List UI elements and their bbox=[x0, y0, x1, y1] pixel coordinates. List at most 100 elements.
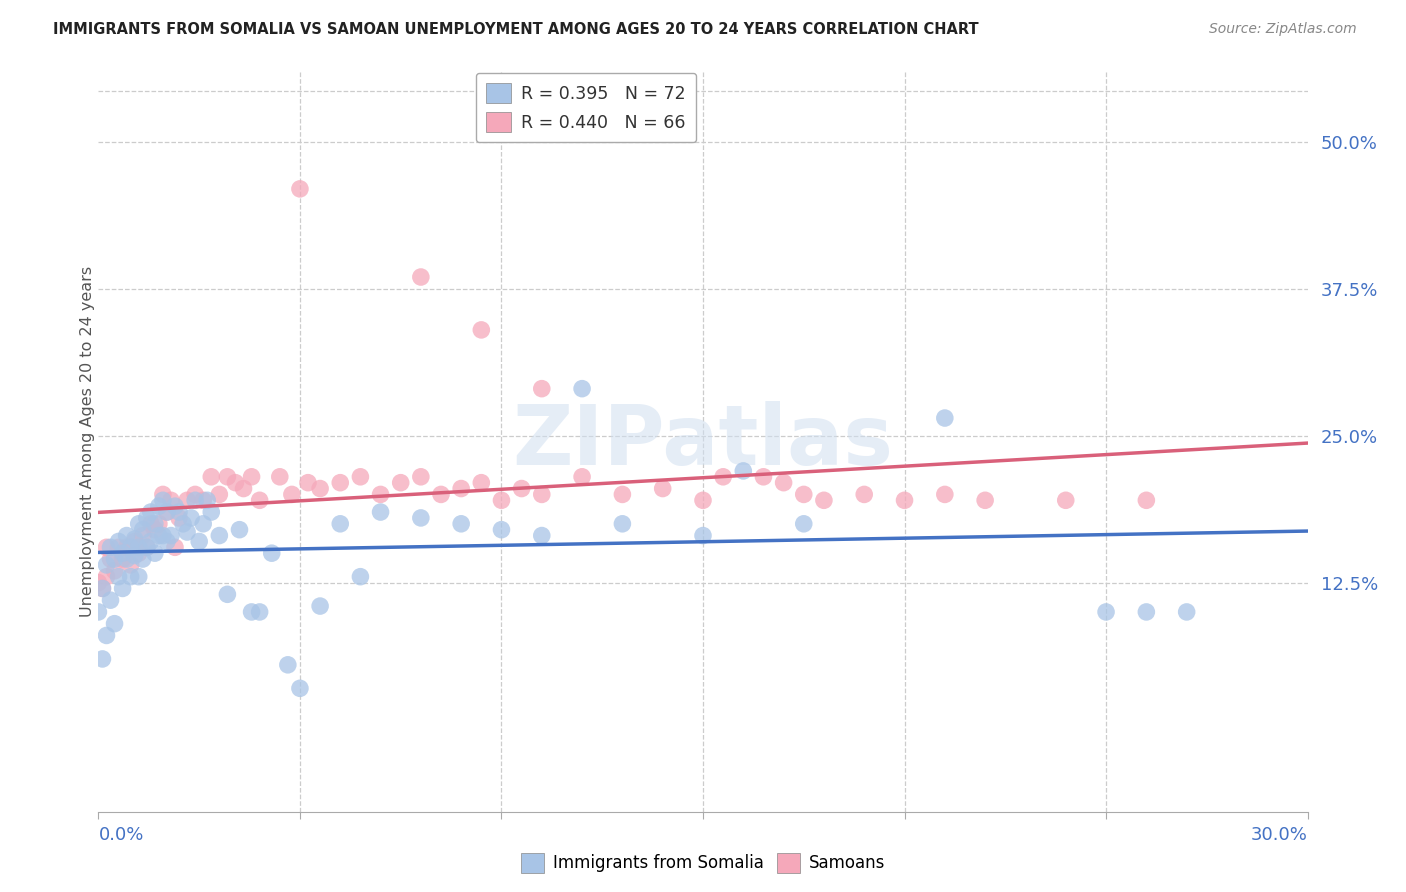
Point bbox=[128, 546, 150, 560]
Point bbox=[752, 470, 775, 484]
Point bbox=[530, 382, 553, 396]
Point bbox=[370, 505, 392, 519]
Text: 0.0%: 0.0% bbox=[98, 826, 143, 844]
Point bbox=[232, 482, 254, 496]
Point bbox=[733, 464, 755, 478]
Point bbox=[128, 570, 150, 584]
Point bbox=[156, 534, 179, 549]
Point bbox=[240, 605, 263, 619]
Point bbox=[96, 558, 118, 572]
Point bbox=[120, 558, 142, 572]
Point bbox=[470, 475, 492, 490]
Point bbox=[450, 516, 472, 531]
Point bbox=[200, 505, 222, 519]
Point bbox=[156, 505, 179, 519]
Point bbox=[128, 541, 150, 555]
Point bbox=[217, 587, 239, 601]
Point bbox=[1054, 493, 1077, 508]
Point bbox=[176, 493, 198, 508]
Point bbox=[974, 493, 997, 508]
Point bbox=[96, 570, 118, 584]
Point bbox=[184, 487, 207, 501]
Point bbox=[176, 524, 198, 539]
Point bbox=[329, 475, 352, 490]
Point bbox=[91, 582, 114, 596]
Point bbox=[269, 470, 291, 484]
Point bbox=[260, 546, 283, 560]
Point bbox=[103, 552, 125, 566]
Point bbox=[132, 528, 155, 542]
Point bbox=[772, 475, 794, 490]
Point bbox=[651, 482, 673, 496]
Point bbox=[120, 541, 142, 555]
Point bbox=[172, 516, 194, 531]
Point bbox=[111, 552, 134, 566]
Point bbox=[200, 470, 222, 484]
Point bbox=[309, 482, 332, 496]
Point bbox=[100, 593, 122, 607]
Point bbox=[148, 528, 170, 542]
Point bbox=[160, 493, 183, 508]
Point bbox=[224, 475, 246, 490]
Point bbox=[1135, 493, 1157, 508]
Point bbox=[240, 470, 263, 484]
Point bbox=[470, 323, 492, 337]
Point bbox=[1135, 605, 1157, 619]
Point bbox=[152, 528, 174, 542]
Point bbox=[571, 382, 593, 396]
Point bbox=[491, 493, 513, 508]
Point bbox=[349, 470, 371, 484]
Point bbox=[107, 534, 129, 549]
Point bbox=[135, 541, 157, 555]
Point bbox=[530, 528, 553, 542]
Point bbox=[148, 516, 170, 531]
Point bbox=[430, 487, 453, 501]
Point bbox=[217, 470, 239, 484]
Point bbox=[100, 552, 122, 566]
Point bbox=[1095, 605, 1118, 619]
Point bbox=[135, 541, 157, 555]
Point bbox=[793, 487, 815, 501]
Point bbox=[389, 475, 412, 490]
Point bbox=[163, 499, 186, 513]
Point bbox=[132, 552, 155, 566]
Point bbox=[571, 470, 593, 484]
Point bbox=[491, 523, 513, 537]
Point bbox=[934, 411, 956, 425]
Point bbox=[163, 541, 186, 555]
Point bbox=[692, 528, 714, 542]
Point bbox=[143, 523, 166, 537]
Point bbox=[249, 605, 271, 619]
Point bbox=[309, 599, 332, 613]
Point bbox=[1175, 605, 1198, 619]
Point bbox=[128, 516, 150, 531]
Point bbox=[87, 605, 110, 619]
Point bbox=[277, 657, 299, 672]
Point bbox=[409, 511, 432, 525]
Point bbox=[139, 516, 162, 531]
Point bbox=[156, 505, 179, 519]
Point bbox=[349, 570, 371, 584]
Point bbox=[370, 487, 392, 501]
Point bbox=[124, 549, 146, 563]
Point bbox=[91, 582, 114, 596]
Point bbox=[195, 493, 218, 508]
Point bbox=[143, 516, 166, 531]
Point bbox=[853, 487, 876, 501]
Point bbox=[103, 564, 125, 578]
Point bbox=[152, 487, 174, 501]
Point bbox=[208, 528, 231, 542]
Point bbox=[115, 541, 138, 555]
Point bbox=[115, 552, 138, 566]
Point bbox=[193, 516, 215, 531]
Legend: Immigrants from Somalia, Samoans: Immigrants from Somalia, Samoans bbox=[515, 847, 891, 880]
Point bbox=[107, 570, 129, 584]
Point bbox=[167, 511, 190, 525]
Text: Source: ZipAtlas.com: Source: ZipAtlas.com bbox=[1209, 22, 1357, 37]
Point bbox=[813, 493, 835, 508]
Point bbox=[148, 499, 170, 513]
Point bbox=[184, 493, 207, 508]
Point bbox=[711, 470, 734, 484]
Point bbox=[111, 546, 134, 560]
Point bbox=[180, 511, 202, 525]
